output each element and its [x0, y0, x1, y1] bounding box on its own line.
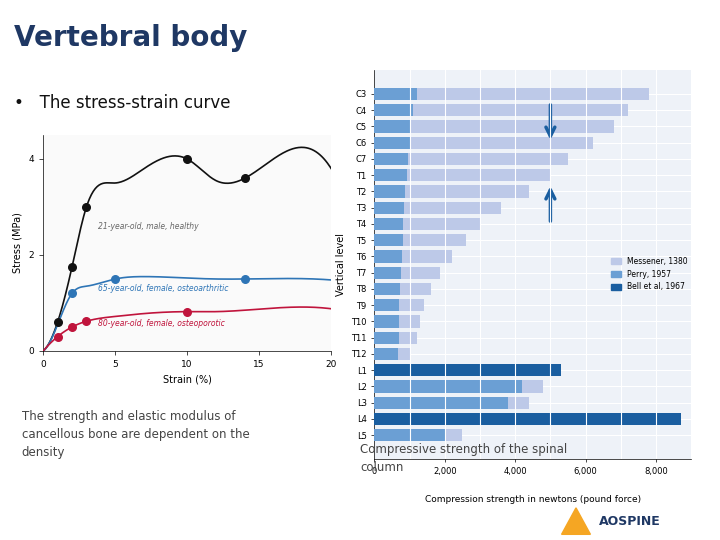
X-axis label: Compression strength in newtons (pound force): Compression strength in newtons (pound f…: [425, 495, 641, 504]
Bar: [374, 299, 400, 312]
Bar: [374, 348, 398, 360]
Text: 80-year-old, female, osteoporotic: 80-year-old, female, osteoporotic: [98, 319, 225, 328]
Legend: Messener, 1380, Perry, 1957, Bell et al, 1967: Messener, 1380, Perry, 1957, Bell et al,…: [611, 256, 688, 292]
Point: [66, 323, 78, 332]
Bar: [374, 137, 410, 149]
Bar: [374, 413, 680, 425]
Text: AOSPINE: AOSPINE: [599, 515, 661, 528]
Point: [81, 317, 92, 326]
Bar: [374, 315, 399, 328]
Bar: [374, 137, 593, 149]
Point: [66, 262, 78, 271]
Text: 21-year-old, male, healthy: 21-year-old, male, healthy: [98, 221, 199, 231]
Bar: [374, 315, 420, 328]
Bar: [374, 299, 423, 312]
Text: •   The stress-strain curve: • The stress-strain curve: [14, 93, 231, 112]
Y-axis label: Stress (MPa): Stress (MPa): [13, 213, 23, 273]
Bar: [374, 234, 402, 246]
Bar: [374, 218, 480, 230]
Bar: [374, 413, 550, 425]
Point: [181, 307, 193, 316]
Bar: [374, 380, 522, 393]
Bar: [374, 169, 407, 181]
Bar: [374, 413, 593, 425]
Bar: [374, 397, 529, 409]
Text: Vertebral body: Vertebral body: [14, 24, 248, 52]
Point: [109, 275, 121, 284]
Bar: [374, 169, 550, 181]
Bar: [374, 104, 413, 116]
Point: [52, 318, 63, 327]
Bar: [374, 332, 417, 344]
Bar: [374, 104, 628, 116]
Bar: [374, 283, 400, 295]
Bar: [374, 364, 533, 376]
X-axis label: Strain (%): Strain (%): [163, 375, 212, 384]
Bar: [374, 88, 649, 100]
Bar: [374, 153, 408, 165]
Bar: [374, 88, 417, 100]
Bar: [374, 348, 411, 360]
Bar: [374, 201, 405, 214]
Bar: [374, 251, 452, 262]
Bar: [374, 267, 439, 279]
Text: Compressive strength of the spinal
column: Compressive strength of the spinal colum…: [360, 443, 567, 474]
Point: [81, 202, 92, 211]
Bar: [374, 332, 399, 344]
Point: [239, 275, 251, 284]
Bar: [374, 429, 462, 441]
Bar: [374, 153, 568, 165]
Bar: [374, 397, 508, 409]
Point: [66, 289, 78, 298]
Bar: [374, 234, 466, 246]
Bar: [374, 185, 405, 198]
Bar: [374, 218, 403, 230]
Y-axis label: Vertical level: Vertical level: [336, 233, 346, 296]
Bar: [374, 201, 501, 214]
Bar: [374, 364, 550, 376]
Point: [181, 154, 193, 163]
Bar: [374, 120, 613, 132]
Bar: [374, 251, 402, 262]
Bar: [374, 283, 431, 295]
Bar: [374, 120, 411, 132]
Bar: [374, 380, 544, 393]
Text: 65-year-old, female, osteoarthritic: 65-year-old, female, osteoarthritic: [98, 284, 228, 293]
Point: [239, 174, 251, 183]
Bar: [374, 267, 401, 279]
Bar: [374, 429, 445, 441]
Polygon shape: [562, 508, 590, 535]
Bar: [374, 364, 561, 376]
Text: The strength and elastic modulus of
cancellous bone are dependent on the
density: The strength and elastic modulus of canc…: [22, 410, 249, 460]
Point: [52, 332, 63, 341]
Bar: [374, 185, 529, 198]
